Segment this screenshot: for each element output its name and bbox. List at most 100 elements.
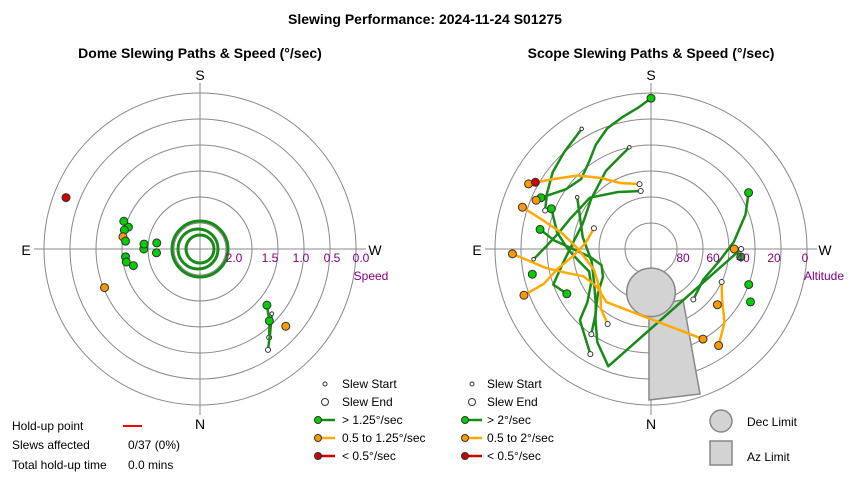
dome-tick-label: 0.5 <box>324 251 341 265</box>
dome-slew-paths <box>170 219 275 353</box>
scope-legend-az-limit-swatch <box>709 440 733 466</box>
scope-limits <box>625 267 701 401</box>
slews-affected-label: Slews affected <box>12 438 90 452</box>
dome-slew-point <box>281 321 291 331</box>
dome-slew-point <box>100 283 110 293</box>
scope-legend-slow-swatch <box>461 452 469 460</box>
dome-tick-label: 1.5 <box>262 251 279 265</box>
dome-slew-point <box>262 300 272 310</box>
scope-compass-right: W <box>818 242 832 258</box>
dome-slew-point <box>119 216 129 226</box>
scope-slew-point <box>744 280 754 290</box>
dome-compass-top: S <box>195 67 204 83</box>
scope-legend: Slew Start Slew End > 2°/sec 0.5 to 2°/sec <… <box>461 377 798 466</box>
dome-legend-slow-swatch <box>314 452 322 460</box>
scope-slew-point <box>527 269 537 279</box>
scope-slew-end-marker <box>637 187 644 194</box>
scope-chart: Scope Slewing Paths & Speed (°/sec) 80 60… <box>461 45 844 466</box>
dome-legend-label: 0.5 to 1.25°/sec <box>342 431 426 445</box>
scope-slew-point <box>535 224 545 234</box>
dome-slew-point <box>264 316 274 326</box>
scope-slew-path <box>523 227 596 297</box>
scope-tick-label: 80 <box>676 251 690 265</box>
figure-title: Slewing Performance: 2024-11-24 S01275 <box>288 11 562 27</box>
dome-radial-ticks: 2.0 1.5 1.0 0.5 0.0 <box>226 251 370 265</box>
dome-polar-grid <box>34 83 366 415</box>
scope-compass-left: E <box>472 242 481 258</box>
scope-tick-label: 60 <box>706 251 720 265</box>
scope-slew-path <box>532 189 641 261</box>
scope-slew-point <box>729 244 739 254</box>
scope-slew-point <box>517 202 527 212</box>
scope-chart-title: Scope Slewing Paths & Speed (°/sec) <box>528 45 775 61</box>
scope-slew-path <box>550 208 593 355</box>
dome-slew-point <box>128 261 138 271</box>
scope-legend-label: 0.5 to 2°/sec <box>487 431 554 445</box>
dome-compass-left: E <box>21 242 30 258</box>
scope-slew-start-marker <box>531 256 536 262</box>
scope-slew-point <box>519 290 529 300</box>
dome-chart: Dome Slewing Paths & Speed (°/sec) 2.0 1.… <box>12 45 426 472</box>
scope-radial-label: Altitude <box>804 269 844 283</box>
scope-radial-ticks: 80 60 40 20 0 <box>676 251 808 265</box>
dome-legend-start-swatch <box>322 381 328 387</box>
scope-legend-label: > 2°/sec <box>487 413 531 427</box>
scope-slew-point <box>562 289 572 299</box>
dome-slew-points <box>61 193 291 331</box>
dome-slew-point <box>152 238 162 248</box>
scope-slew-end-marker <box>636 181 643 188</box>
scope-compass-bottom: N <box>646 416 656 432</box>
scope-slew-point <box>744 188 754 198</box>
dome-legend-label: Slew End <box>342 395 393 409</box>
scope-tick-label: 40 <box>736 251 750 265</box>
scope-slew-point <box>507 249 517 259</box>
scope-legend-label: Dec Limit <box>747 415 798 429</box>
scope-slew-path <box>692 192 750 301</box>
dome-legend-fast-swatch <box>314 416 322 424</box>
scope-slew-point <box>736 252 746 262</box>
scope-slew-start-marker <box>579 126 584 132</box>
scope-slew-path <box>511 252 704 341</box>
scope-legend-label: Slew Start <box>487 377 542 391</box>
scope-slew-start-marker <box>627 144 632 150</box>
scope-slew-path <box>552 146 631 295</box>
scope-tick-label: 20 <box>767 251 781 265</box>
scope-tick-label: 0 <box>802 251 809 265</box>
scope-legend-medium-swatch <box>461 434 469 442</box>
dome-spiral-path <box>170 219 230 279</box>
holdup-label: Hold-up point <box>12 419 84 433</box>
dome-compass-bottom: N <box>195 416 205 432</box>
holdup-annotation: Hold-up point Slews affected 0/37 (0%) T… <box>12 419 180 472</box>
scope-slew-end-marker <box>590 225 597 232</box>
scope-dec-limit-region <box>625 267 677 318</box>
scope-legend-start-swatch <box>469 381 475 387</box>
dome-slew-end-marker <box>265 346 272 353</box>
scope-slew-point <box>531 195 541 205</box>
dome-compass-right: W <box>368 242 382 258</box>
scope-slew-end-marker <box>587 351 594 358</box>
scope-slew-point <box>745 297 755 307</box>
dome-slew-point <box>151 248 161 258</box>
scope-slew-end-marker <box>718 278 725 285</box>
dome-tick-label: 0.0 <box>353 251 370 265</box>
dome-chart-title: Dome Slewing Paths & Speed (°/sec) <box>78 45 322 61</box>
scope-slew-path <box>543 128 583 211</box>
scope-slew-point <box>646 93 656 103</box>
scope-slew-point <box>698 334 708 344</box>
dome-radial-label: Speed <box>354 269 389 283</box>
scope-legend-dec-limit-swatch <box>709 409 733 433</box>
dome-legend-end-swatch <box>321 398 329 406</box>
dome-tick-label: 1.0 <box>293 251 310 265</box>
scope-legend-label: Az Limit <box>747 450 790 464</box>
scope-legend-label: Slew End <box>487 395 538 409</box>
scope-compass-top: S <box>646 67 655 83</box>
scope-slew-end-marker <box>604 321 611 328</box>
scope-slew-point <box>714 341 724 351</box>
dome-legend: Slew Start Slew End > 1.25°/sec 0.5 to 1.25… <box>314 377 426 463</box>
scope-slew-start-marker <box>574 195 580 200</box>
dome-legend-label: Slew Start <box>342 377 397 391</box>
scope-slew-point <box>530 177 540 187</box>
dome-spiral-path <box>176 227 220 271</box>
scope-slew-points <box>507 93 755 351</box>
